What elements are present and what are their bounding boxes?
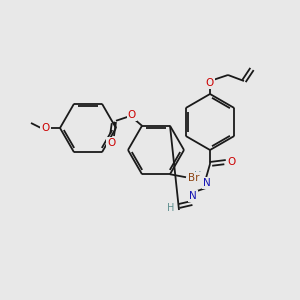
Text: Br: Br [188, 173, 200, 183]
Text: H: H [167, 203, 175, 213]
Text: O: O [41, 123, 49, 133]
Text: O: O [107, 138, 115, 148]
Text: O: O [228, 157, 236, 167]
Text: H: H [194, 171, 202, 181]
Text: N: N [203, 178, 211, 188]
Text: O: O [128, 110, 136, 120]
Text: O: O [206, 78, 214, 88]
Text: N: N [189, 191, 197, 201]
